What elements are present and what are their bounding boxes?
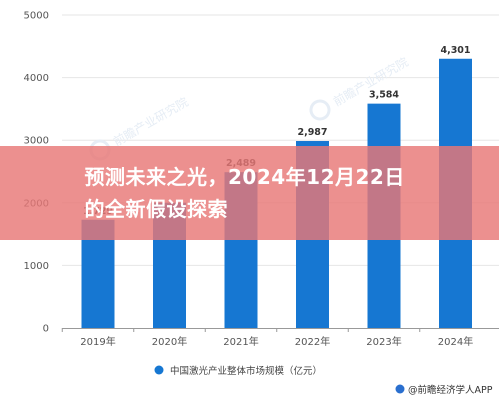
source-credit: @前瞻经济学人APP (395, 384, 493, 396)
legend-marker (154, 365, 164, 375)
x-tick-label: 2019年 (80, 335, 115, 348)
data-label: 2,987 (297, 127, 327, 138)
watermark-logo-icon (309, 99, 331, 121)
legend: 中国激光产业整体市场规模（亿元） (154, 365, 322, 377)
x-tick-label: 2023年 (366, 335, 401, 348)
legend-label: 中国激光产业整体市场规模（亿元） (170, 365, 322, 377)
watermark-text: 前瞻产业研究院 (330, 54, 410, 109)
x-tick-label: 2021年 (223, 335, 258, 348)
banner-title: 预测未来之光，2024年12月22日的全新假设探索 (84, 165, 405, 221)
y-tick-label: 0 (43, 324, 49, 335)
data-label: 4,301 (440, 45, 470, 56)
source-text: @前瞻经济学人APP (408, 384, 493, 396)
source-logo-icon (395, 384, 405, 394)
y-tick-label: 3000 (24, 136, 49, 147)
data-label: 3,584 (369, 90, 399, 101)
x-axis-ticks: 2019年 2020年 2021年 2022年 2023年 2024年 (61, 328, 473, 348)
title-banner: 预测未来之光，2024年12月22日的全新假设探索 (0, 146, 499, 240)
x-tick-label: 2020年 (152, 335, 187, 348)
y-tick-label: 4000 (24, 73, 49, 84)
y-tick-label: 1000 (24, 261, 49, 272)
x-tick-label: 2022年 (295, 335, 330, 348)
y-tick-label: 5000 (24, 11, 49, 22)
x-tick-label: 2024年 (438, 335, 473, 348)
